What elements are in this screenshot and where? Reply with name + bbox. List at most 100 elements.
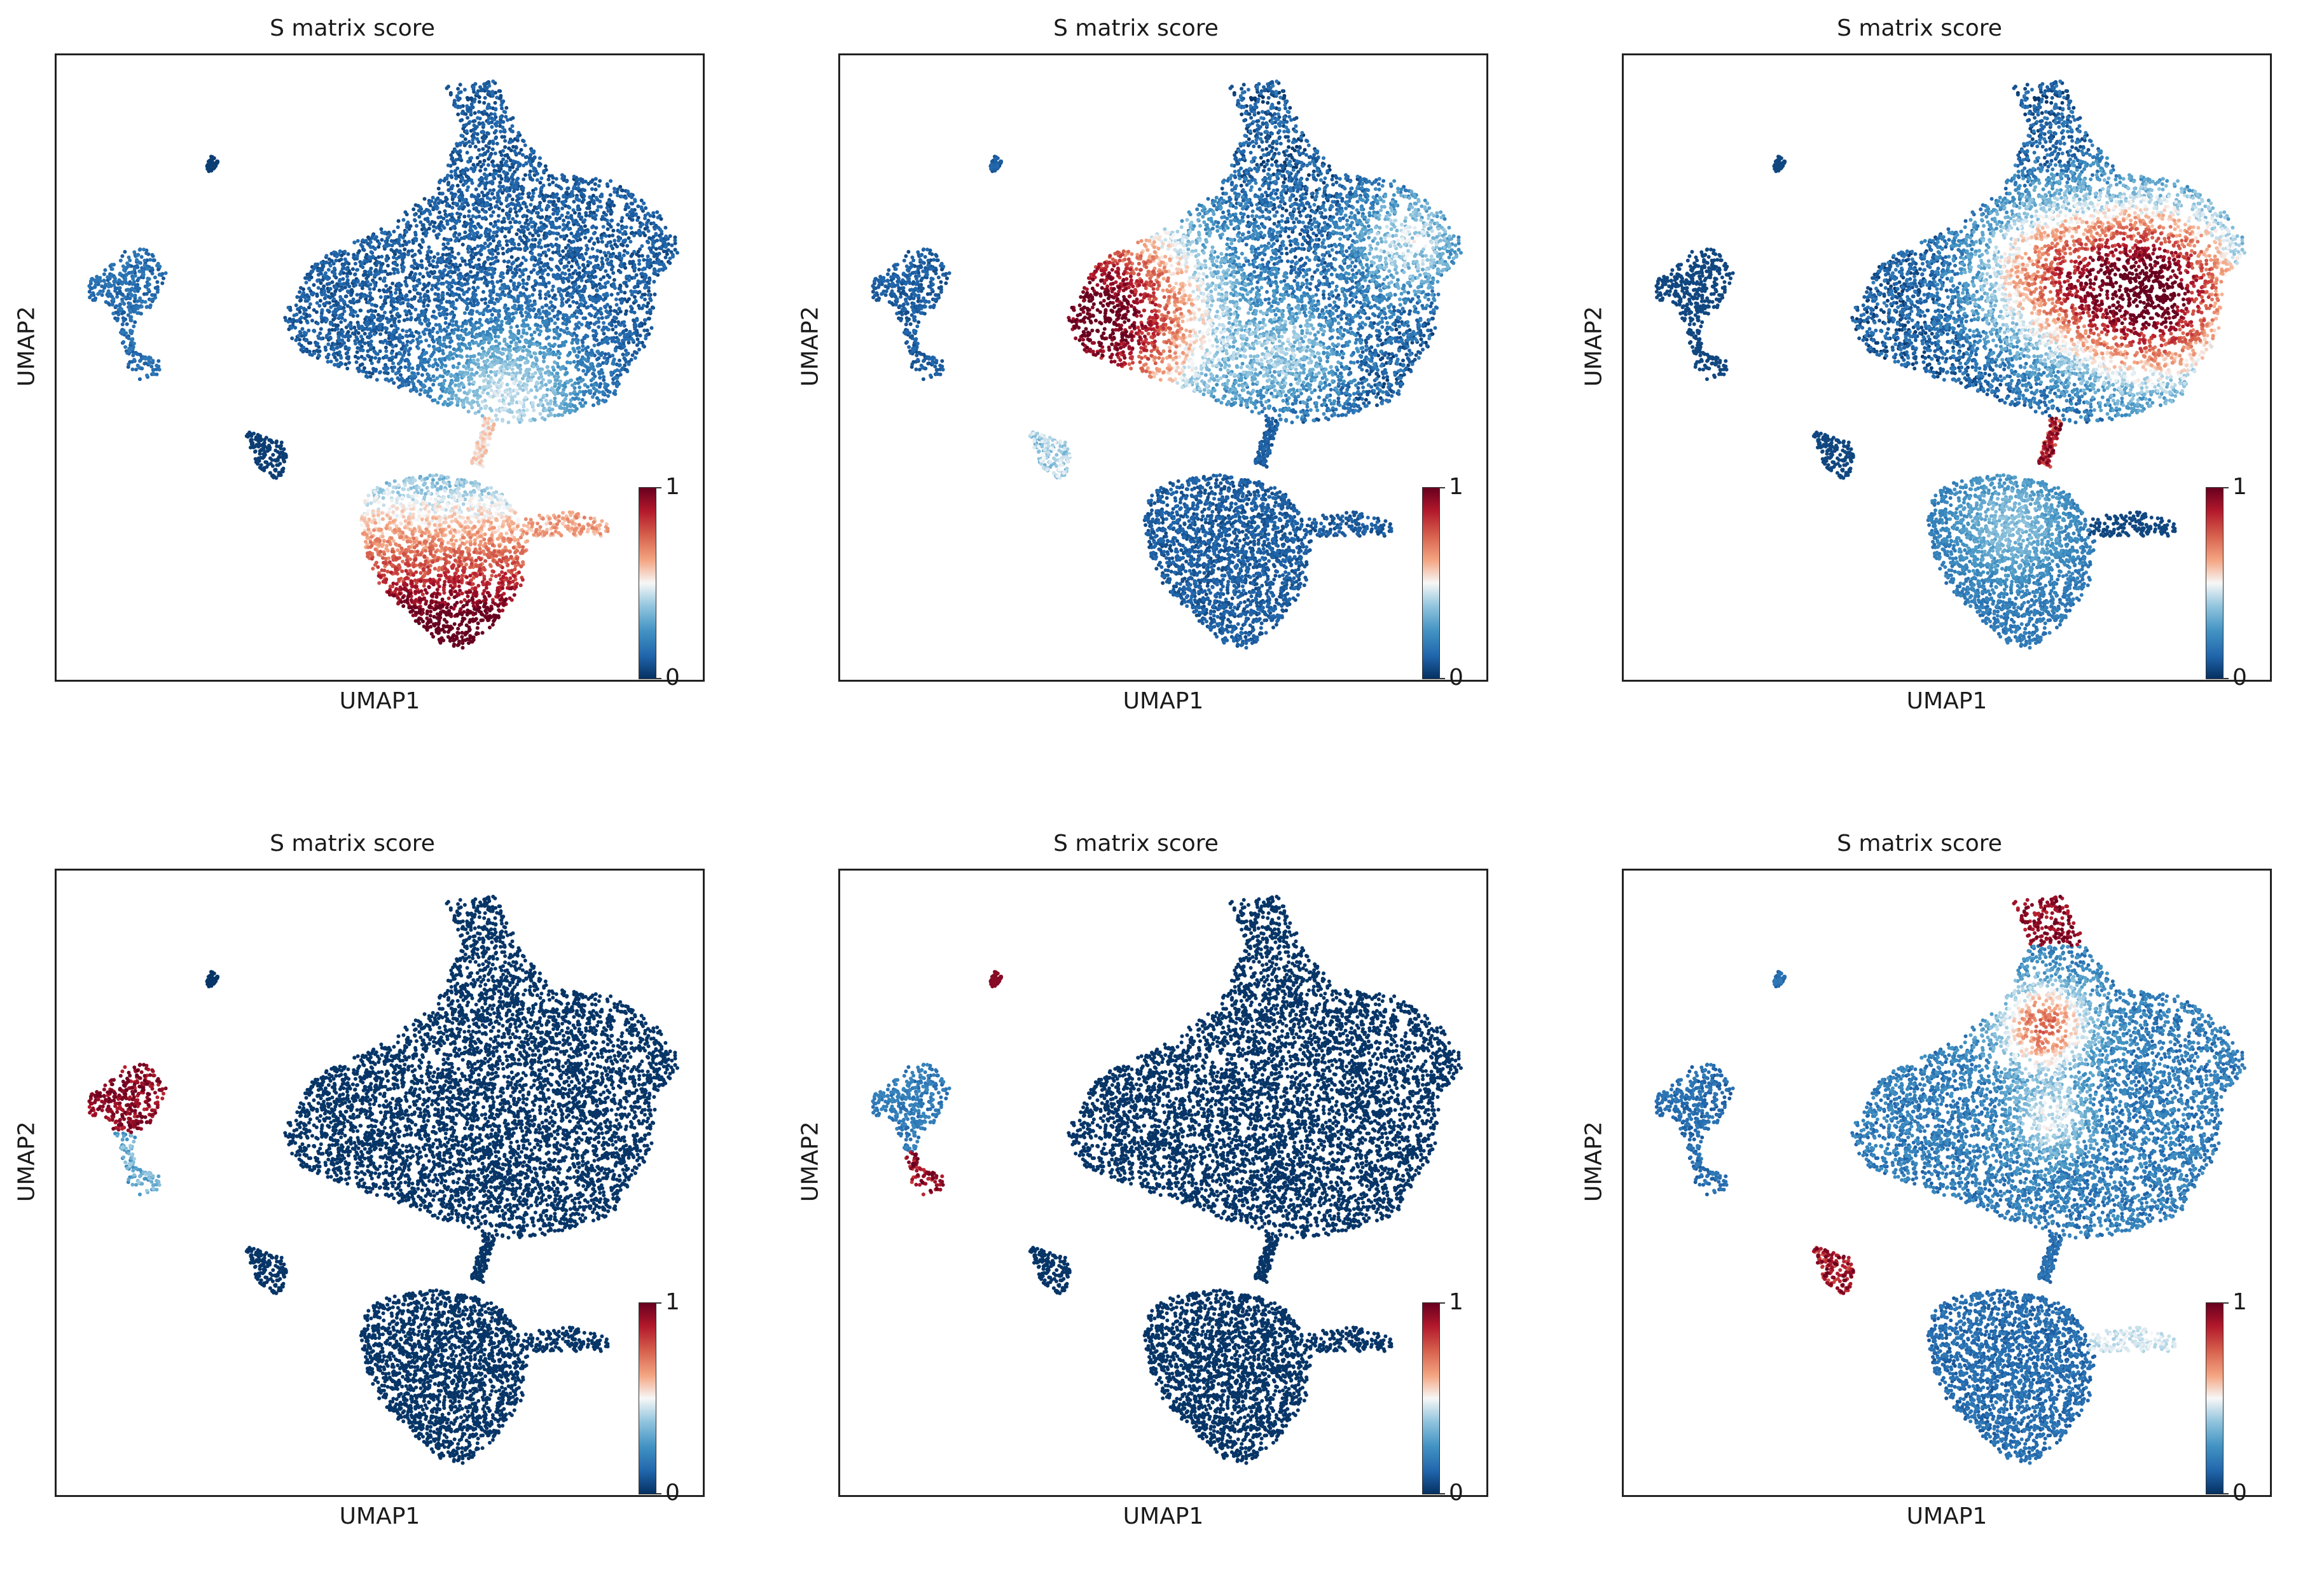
cell-point <box>630 230 635 235</box>
cell-point <box>487 146 491 150</box>
cell-point <box>513 149 517 153</box>
cell-point <box>364 276 369 280</box>
cell-point <box>605 227 610 231</box>
cell-point <box>644 336 648 341</box>
cell-point <box>511 260 516 265</box>
cell-point <box>633 213 638 217</box>
cell-point <box>325 317 329 322</box>
cell-point <box>483 241 487 245</box>
cell-point <box>282 459 286 464</box>
cell-point <box>332 250 336 254</box>
cell-point <box>132 250 137 254</box>
cell-point <box>591 329 595 333</box>
cell-point <box>586 263 590 268</box>
cell-point <box>471 137 475 142</box>
cell-point <box>158 265 162 269</box>
cell-point <box>100 289 105 293</box>
cell-point <box>320 319 324 324</box>
cell-point <box>594 265 598 269</box>
cell-point <box>467 214 471 218</box>
cell-point <box>562 200 566 204</box>
cell-point <box>425 253 429 258</box>
cell-point <box>637 230 641 233</box>
cell-point <box>503 153 508 158</box>
cell-point <box>394 307 399 311</box>
cell-point <box>639 205 644 209</box>
cell-point <box>471 85 476 89</box>
cell-point <box>488 292 493 296</box>
cell-point <box>611 328 615 332</box>
cell-point <box>488 203 493 207</box>
cell-point <box>298 310 302 314</box>
cell-point <box>403 298 408 302</box>
cell-point <box>511 296 516 300</box>
cell-point <box>425 322 429 327</box>
cell-point <box>596 342 600 347</box>
cell-point <box>436 186 441 191</box>
cell-point <box>388 272 392 276</box>
cell-point <box>626 340 631 345</box>
cell-point <box>123 345 128 349</box>
cell-point <box>617 363 621 368</box>
cell-point <box>482 275 487 279</box>
cell-point <box>374 304 378 308</box>
cell-point <box>591 231 596 236</box>
cell-point <box>516 247 520 251</box>
cell-point <box>614 303 619 307</box>
cell-point <box>645 304 649 308</box>
cell-point <box>475 137 480 141</box>
cell-point <box>300 327 305 331</box>
cell-point <box>144 292 149 296</box>
cell-point <box>450 212 454 216</box>
cell-point <box>602 375 606 379</box>
cell-point <box>591 199 596 203</box>
cell-point <box>404 334 408 338</box>
cell-point <box>399 293 404 298</box>
cell-point <box>594 331 598 336</box>
cell-point <box>386 263 390 268</box>
cell-point <box>436 252 440 256</box>
cell-point <box>398 333 402 337</box>
cell-point <box>473 111 477 115</box>
cell-point <box>415 337 419 341</box>
cell-point <box>450 184 455 188</box>
cell-point <box>493 100 497 105</box>
cell-point <box>496 196 500 200</box>
cell-point <box>443 321 448 325</box>
cell-point <box>584 244 589 248</box>
cell-point <box>125 322 129 326</box>
cell-point <box>139 255 144 259</box>
cell-point <box>405 230 409 234</box>
cell-point <box>557 216 562 221</box>
cell-point <box>520 153 525 157</box>
cell-point <box>520 270 524 274</box>
cell-point <box>492 188 496 192</box>
cell-point <box>589 237 593 241</box>
cell-point <box>588 195 592 199</box>
cell-point <box>611 354 615 358</box>
cell-point <box>483 86 487 90</box>
cell-point <box>404 282 408 287</box>
cell-point <box>508 168 512 172</box>
cell-point <box>572 200 576 204</box>
cell-point <box>646 254 650 259</box>
cell-point <box>499 95 503 100</box>
cell-point <box>417 209 421 213</box>
cell-point <box>575 286 579 290</box>
cell-point <box>427 357 431 362</box>
cell-point <box>449 169 453 174</box>
cell-point <box>481 123 486 127</box>
cell-point <box>474 263 478 268</box>
cell-point <box>466 297 470 301</box>
cell-point <box>571 239 576 244</box>
cell-point <box>555 244 560 248</box>
cell-point <box>490 90 495 94</box>
cell-point <box>581 340 585 345</box>
cell-point <box>403 347 408 351</box>
cell-point <box>497 206 501 210</box>
cell-point <box>446 183 450 187</box>
cell-point <box>289 326 294 330</box>
cell-point <box>252 431 256 436</box>
cell-point <box>405 343 409 347</box>
cell-point <box>590 225 594 230</box>
